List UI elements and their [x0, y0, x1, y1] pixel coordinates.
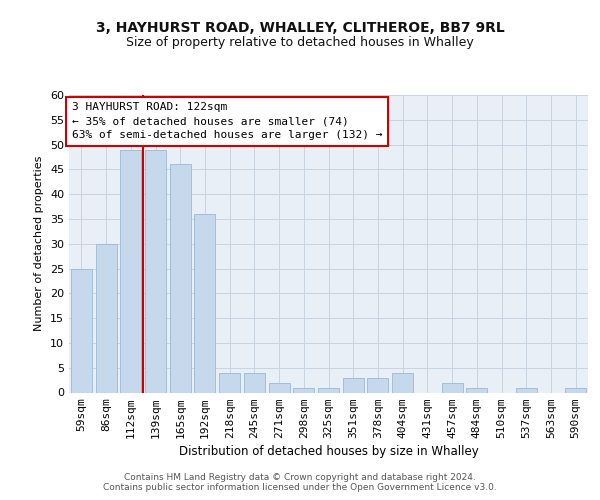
Y-axis label: Number of detached properties: Number of detached properties	[34, 156, 44, 332]
Bar	[95, 244, 116, 392]
Text: 3 HAYHURST ROAD: 122sqm
← 35% of detached houses are smaller (74)
63% of semi-de: 3 HAYHURST ROAD: 122sqm ← 35% of detache…	[71, 102, 382, 141]
Bar	[565, 388, 586, 392]
Bar	[145, 150, 166, 392]
Bar	[120, 150, 141, 392]
Bar	[367, 378, 388, 392]
Bar	[244, 372, 265, 392]
Bar	[194, 214, 215, 392]
Text: 3, HAYHURST ROAD, WHALLEY, CLITHEROE, BB7 9RL: 3, HAYHURST ROAD, WHALLEY, CLITHEROE, BB…	[95, 20, 505, 34]
Bar	[466, 388, 487, 392]
Bar	[293, 388, 314, 392]
Bar	[71, 268, 92, 392]
Text: Contains HM Land Registry data © Crown copyright and database right 2024.
Contai: Contains HM Land Registry data © Crown c…	[103, 473, 497, 492]
Bar	[318, 388, 339, 392]
Bar	[516, 388, 537, 392]
Bar	[170, 164, 191, 392]
Bar	[442, 382, 463, 392]
Bar	[269, 382, 290, 392]
Bar	[343, 378, 364, 392]
X-axis label: Distribution of detached houses by size in Whalley: Distribution of detached houses by size …	[179, 445, 478, 458]
Text: Size of property relative to detached houses in Whalley: Size of property relative to detached ho…	[126, 36, 474, 49]
Bar	[392, 372, 413, 392]
Bar	[219, 372, 240, 392]
